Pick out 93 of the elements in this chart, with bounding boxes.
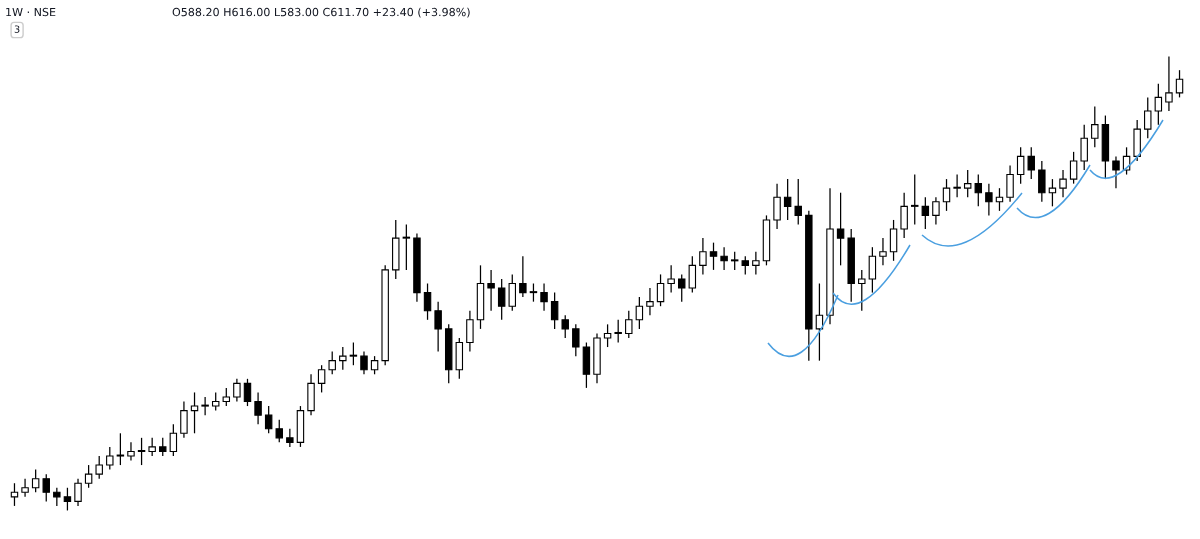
candlestick xyxy=(699,237,707,276)
candlestick xyxy=(339,346,347,371)
candlestick xyxy=(667,264,675,294)
candlestick xyxy=(709,242,718,271)
candlestick xyxy=(95,455,103,480)
candlestick xyxy=(540,282,548,312)
candlestick xyxy=(1006,164,1014,203)
candlestick xyxy=(127,441,135,462)
candlestick xyxy=(1175,69,1184,99)
candlestick xyxy=(349,341,358,366)
candlestick xyxy=(159,437,167,457)
candlestick xyxy=(180,400,188,439)
candlestick xyxy=(148,437,156,457)
candlestick xyxy=(656,273,665,307)
candlestick xyxy=(63,487,72,512)
candlestick xyxy=(572,323,580,357)
candlestick xyxy=(911,173,919,226)
candlestick xyxy=(942,178,951,212)
candlestick xyxy=(550,291,559,330)
candlestick xyxy=(211,391,220,412)
candlestick xyxy=(360,350,368,375)
candlestick xyxy=(1091,105,1099,148)
candlestick xyxy=(720,246,728,271)
candlestick xyxy=(921,196,930,230)
candlestick xyxy=(1027,146,1035,180)
candlestick xyxy=(730,251,739,271)
candlestick xyxy=(317,364,326,394)
candlestick xyxy=(275,419,283,443)
candlestick xyxy=(868,246,877,294)
candlestick xyxy=(741,255,750,276)
candlestick xyxy=(1165,55,1173,112)
candlestick xyxy=(635,296,644,330)
candlestick xyxy=(31,468,40,493)
candlestick xyxy=(84,464,93,489)
candlestick xyxy=(264,405,273,434)
candlestick xyxy=(243,378,252,407)
candlestick xyxy=(508,273,517,312)
candlestick xyxy=(137,437,146,466)
candlestick xyxy=(985,183,993,217)
candlestick xyxy=(1069,151,1078,185)
candlestick xyxy=(222,387,231,407)
candlestick xyxy=(953,173,961,198)
candlestick xyxy=(646,287,654,316)
candlestick xyxy=(529,282,538,303)
text: 3 xyxy=(14,25,20,33)
candlestick xyxy=(836,192,845,266)
candlestick xyxy=(1154,83,1163,126)
candlestick xyxy=(233,378,241,403)
candlestick xyxy=(1144,96,1152,139)
candlestick xyxy=(783,178,792,221)
candlestick xyxy=(370,355,379,375)
candlestick xyxy=(963,169,972,198)
candlestick xyxy=(74,478,82,507)
candlestick xyxy=(190,391,199,434)
candlestick xyxy=(561,314,569,339)
candlestick xyxy=(1016,146,1025,185)
candlestick xyxy=(1038,160,1046,203)
candlestick xyxy=(201,396,209,416)
candlestick xyxy=(328,350,336,375)
candlestick xyxy=(1080,124,1088,171)
candlestick xyxy=(434,301,442,353)
candlestick xyxy=(1112,155,1120,189)
candlestick xyxy=(773,183,781,230)
candlestick xyxy=(932,196,940,226)
candlestick xyxy=(794,178,802,226)
candlestick xyxy=(423,282,432,321)
candlestick xyxy=(402,223,411,271)
text: O588.20 H616.00 L583.00 C611.70 +23.40 (+3.98%) xyxy=(172,7,470,18)
candlestick xyxy=(21,478,29,498)
candlestick xyxy=(1059,169,1067,198)
chart-title: 1W · NSE xyxy=(6,7,56,17)
candlestick xyxy=(752,251,760,276)
candlestick xyxy=(858,269,866,312)
candlestick xyxy=(254,391,262,425)
candlestick xyxy=(974,173,983,207)
candlestick xyxy=(53,487,61,507)
candlestick xyxy=(42,473,50,503)
candlestick xyxy=(625,310,633,339)
candlestick xyxy=(487,269,495,312)
candlestick xyxy=(466,310,474,353)
candlestick xyxy=(889,219,898,262)
candlestick xyxy=(286,428,294,448)
candlestick xyxy=(519,255,527,298)
candlestick xyxy=(688,255,697,294)
candlestick xyxy=(106,446,114,471)
candlestick xyxy=(879,237,887,266)
candlestick xyxy=(603,323,612,348)
candlestick xyxy=(497,278,506,321)
candlestick xyxy=(116,432,125,466)
candlestick xyxy=(614,319,622,344)
candlestick xyxy=(169,423,178,457)
candlestick xyxy=(677,273,686,303)
candlestick xyxy=(900,192,908,239)
